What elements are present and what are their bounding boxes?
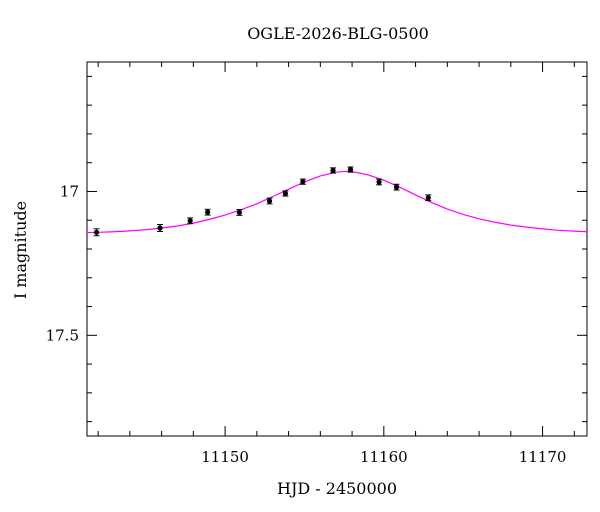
data-point (266, 197, 273, 205)
data-point (187, 217, 194, 225)
plot-frame (86, 61, 588, 437)
data-point (93, 228, 100, 237)
data-point (157, 224, 164, 232)
data-marker (393, 184, 400, 190)
data-point (330, 167, 337, 174)
data-marker (187, 218, 193, 224)
data-marker (300, 179, 306, 185)
data-point (282, 190, 289, 197)
axis-ticks (87, 62, 587, 436)
data-point (299, 178, 306, 185)
data-marker (236, 209, 242, 216)
data-marker (157, 225, 163, 231)
data-point (425, 194, 432, 202)
data-marker (330, 167, 336, 174)
model-curve (86, 170, 588, 234)
x-tick-label: 11170 (519, 448, 567, 466)
x-tick-label: 11160 (360, 448, 408, 466)
data-point (376, 178, 383, 186)
y-tick-labels: 17 17.5 (46, 182, 79, 344)
data-marker (282, 190, 289, 197)
y-tick-label: 17 (60, 182, 79, 200)
x-tick-label: 11150 (201, 448, 249, 466)
data-marker (205, 209, 211, 215)
data-point (236, 209, 243, 216)
data-points (93, 166, 432, 237)
data-marker (93, 229, 100, 235)
data-marker (266, 198, 273, 204)
x-tick-labels: 11150 11160 11170 (201, 448, 566, 466)
y-axis-label: I magnitude (11, 201, 30, 299)
data-point (204, 208, 211, 216)
x-axis-label: HJD - 2450000 (277, 479, 397, 498)
y-tick-label: 17.5 (46, 326, 79, 344)
data-marker (347, 166, 354, 173)
chart-title: OGLE-2026-BLG-0500 (247, 24, 429, 43)
data-point (347, 166, 354, 173)
data-marker (376, 179, 382, 185)
data-point (393, 183, 400, 191)
data-marker (425, 195, 431, 201)
